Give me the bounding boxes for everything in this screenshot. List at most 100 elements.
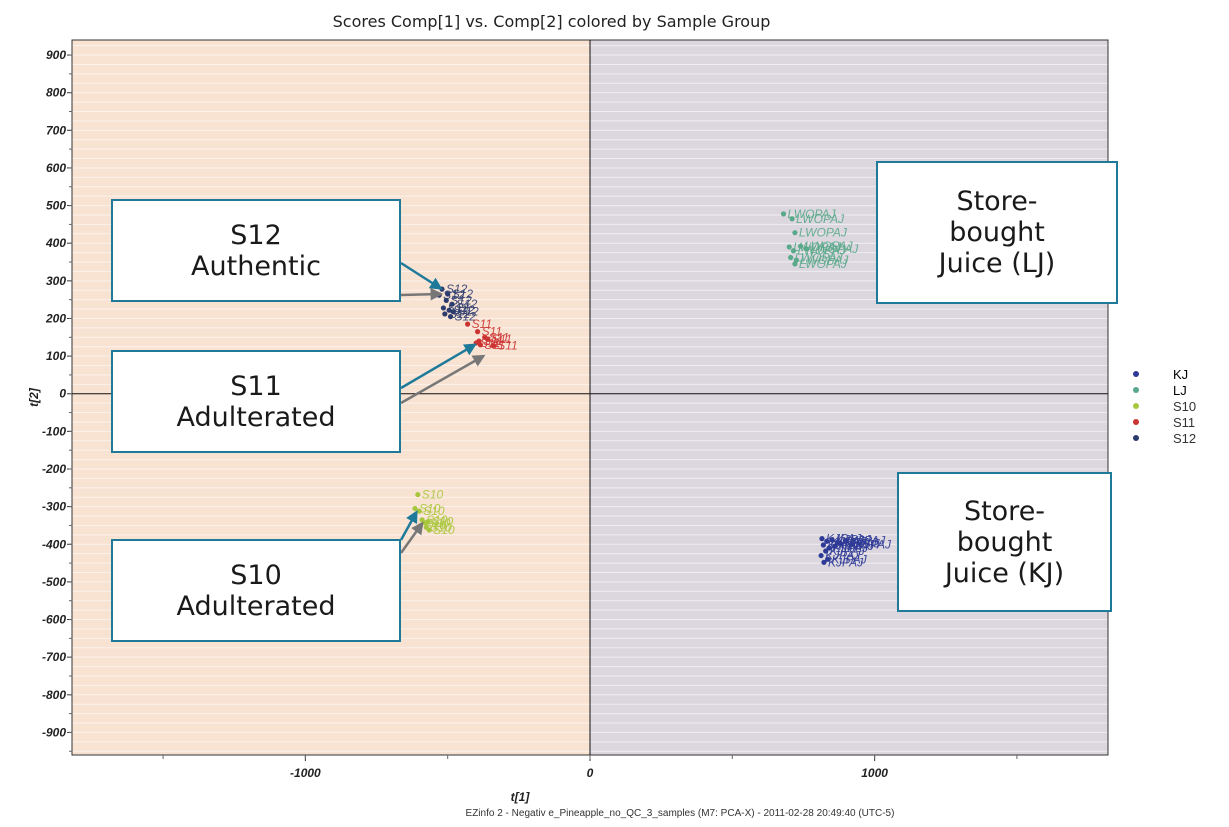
y-tick-label: 200 [45,311,66,325]
callout-s12-authentic: S12 Authentic [111,199,401,302]
data-point [446,307,452,313]
legend-item-s10: S10 [1133,398,1196,414]
legend-label: S10 [1173,398,1197,414]
footer-caption: EZinfo 2 - Negativ e_Pineapple_no_QC_3_s… [465,808,895,819]
legend-item-kj: KJ [1133,366,1196,382]
data-point [788,254,794,261]
data-point [484,336,491,342]
x-axis-label: t[1] [511,790,531,804]
point-label: KJPAJ [825,549,861,563]
x-tick-label: 1000 [861,766,888,780]
data-point [415,491,421,498]
legend-swatch [1133,435,1139,441]
legend-label: KJ [1173,366,1189,382]
data-point [792,230,798,236]
data-point [832,543,838,549]
callout-store-bought-lj: Store- bought Juice (LJ) [876,161,1118,304]
point-label: KJPAJ [856,537,892,551]
legend-swatch [1133,387,1139,393]
arrow-s12-blue [400,261,443,290]
arrow-s10-gray [399,521,424,554]
y-tick-label: -900 [42,725,66,739]
point-label: LWOPAJ [799,226,848,240]
point-label: S11 [472,317,492,331]
y-tick-label: -800 [42,688,66,702]
data-point [829,537,835,543]
point-label: KJPAJ [836,533,872,547]
data-point [780,211,787,217]
legend: KJ LJ S10 S11 S12 [1133,366,1196,446]
legend-item-lj: LJ [1133,382,1196,398]
y-tick-label: 800 [46,86,66,100]
callout-line: Store- [956,186,1038,217]
y-tick-label: 600 [46,161,66,175]
data-point [786,244,792,250]
point-label: S10 [430,520,452,534]
point-label: KJPAJ [828,555,864,569]
callout-s10-adulterated: S10 Adulterated [111,539,401,642]
point-label: LWOPAJ [795,251,844,265]
callout-line: S11 [230,370,282,402]
point-label: S12 [457,305,479,319]
data-point [849,541,855,547]
y-tick-label: -600 [42,613,66,627]
data-point [823,548,829,554]
data-point [416,508,422,514]
point-label: S11 [482,325,502,339]
data-point [440,305,447,311]
y-tick-label: -200 [42,462,66,476]
callout-line: Adulterated [176,401,336,433]
arrow-s12-gray [400,288,444,301]
right-region [590,40,1108,755]
point-label: S11 [480,336,500,350]
data-point [837,540,844,547]
point-label: LWOPAJ [788,207,837,221]
point-label: S12 [453,303,475,317]
arrow-s11-gray [400,354,486,405]
y-tick-label: 300 [46,274,66,288]
data-point [798,243,804,249]
point-label: LWOPAJ [798,244,847,258]
data-point [477,342,484,348]
series-kj: KJPAJKJPAJKJPAJKJPAJKJPAJKJPAJKJPAJKJPAJ… [818,532,892,569]
point-label: S12 [449,307,471,321]
point-label: LWOPAJ [799,257,848,271]
series-lj: LWOPAJLWOPAJLWOPAJLWOPAJLWOPAJLWOPAJLWOP… [780,207,859,271]
point-label: LWOPAJ [805,239,854,253]
callout-line: Juice (KJ) [944,557,1065,589]
y-tick-label: 400 [45,236,66,250]
point-label: S12 [450,293,472,307]
callout-line: Adulterated [176,590,336,622]
data-point [474,329,481,335]
data-point [820,542,826,548]
point-label: S12 [456,297,478,311]
data-point [425,519,431,525]
point-label: S12 [443,288,465,302]
data-point [490,342,496,349]
legend-swatch [1133,371,1139,377]
data-point [412,505,418,512]
y-tick-label: -100 [42,424,66,438]
arrow-s11-blue [400,343,477,390]
y-tick-label: -400 [42,537,66,551]
callout-line: Authentic [191,250,321,282]
point-label: KJPAJ [830,544,866,558]
data-point [792,261,798,267]
point-label: S12 [455,310,477,324]
legend-label: S11 [1173,414,1196,430]
point-label: LWOPAJ [810,242,859,256]
y-tick-label: 700 [46,123,66,137]
data-point [449,301,455,307]
x-tick-label: -1000 [290,766,321,780]
data-point [447,313,454,320]
data-point [826,545,832,551]
point-label: S10 [422,488,444,502]
callout-s11-adulterated: S11 Adulterated [111,350,401,453]
callout-line: bought [956,526,1053,558]
callout-line: S12 [230,219,282,251]
y-tick-label: 500 [46,199,66,213]
data-point [465,321,471,327]
y-tick-label: 900 [46,48,66,62]
